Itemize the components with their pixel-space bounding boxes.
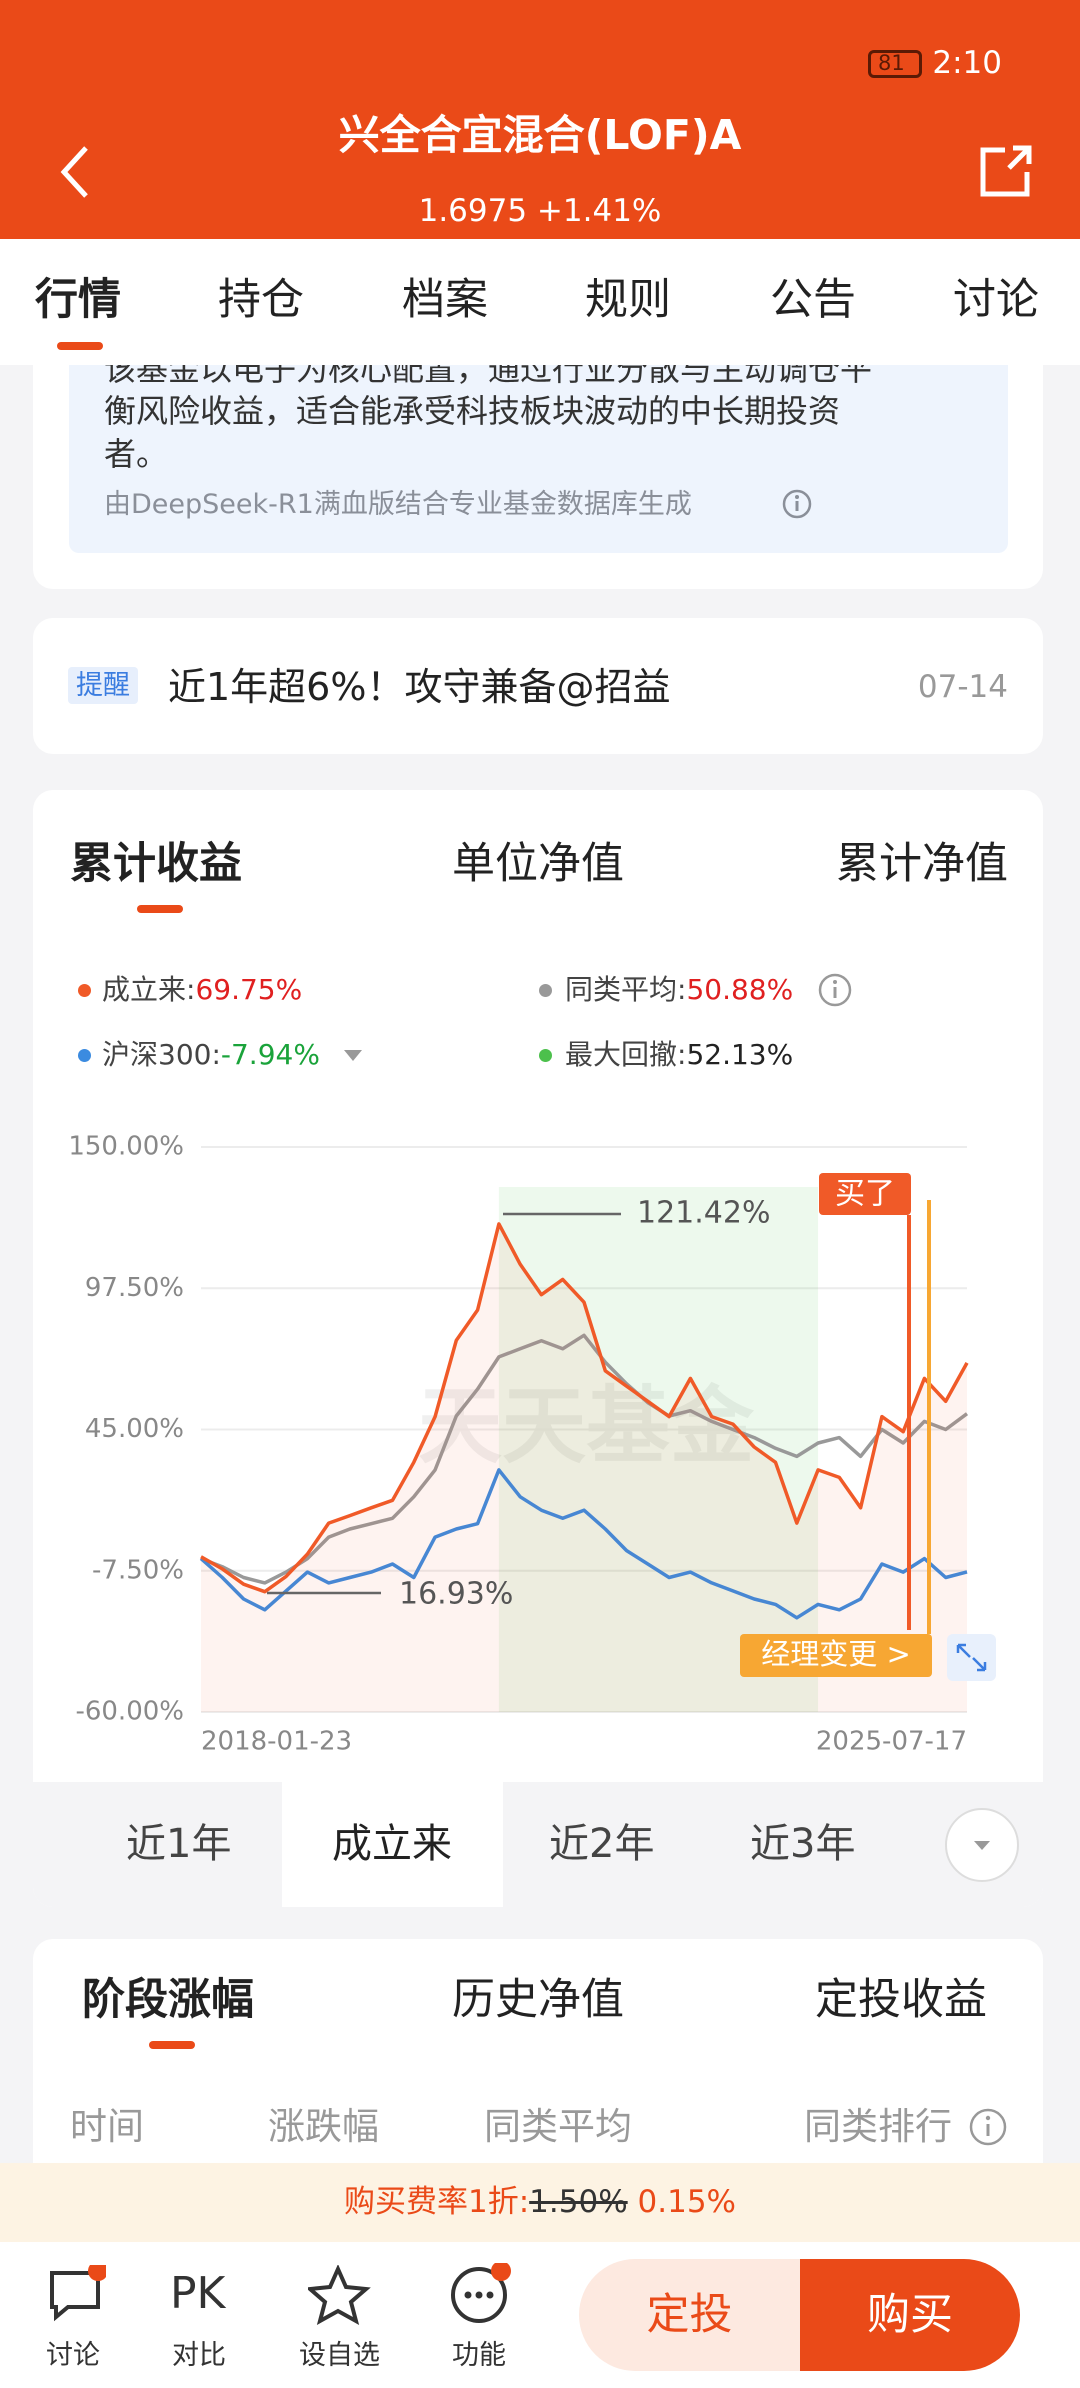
legend-dot — [539, 1049, 552, 1062]
chart-card — [33, 790, 1043, 1907]
nav-icon[interactable] — [46, 2265, 106, 2325]
stage-tab-underline — [149, 2041, 195, 2049]
legend-value: 50.88% — [686, 973, 794, 1006]
legend-label: 最大回撤:52.13% — [565, 1041, 793, 1069]
nav-icon[interactable] — [308, 2265, 372, 2325]
period-tab[interactable]: 成立来 — [332, 1821, 452, 1867]
legend-dot — [539, 984, 552, 997]
legend-text: 同类平均: — [565, 973, 687, 1006]
chart-tab[interactable]: 累计净值 — [836, 839, 1008, 889]
notice-date: 07-14 — [917, 669, 1008, 705]
stage-tab[interactable]: 定投收益 — [815, 1975, 987, 2025]
column-header: 同类排行 — [804, 2105, 952, 2148]
dropdown-arrow[interactable] — [344, 1050, 364, 1064]
tab-underline — [57, 342, 103, 350]
period-bar — [33, 1782, 1043, 1907]
legend-label: 沪深300:-7.94% — [102, 1041, 320, 1069]
summary-line: 者。 — [104, 435, 169, 473]
tab[interactable]: 持仓 — [218, 275, 304, 325]
nav-label[interactable]: 功能 — [452, 2340, 506, 2371]
fund-price: 1.6975 +1.41% — [418, 193, 662, 229]
legend-value: 69.75% — [195, 973, 303, 1006]
fee-discount: 0.15% — [637, 2184, 736, 2220]
summary-box — [69, 340, 1008, 553]
status-time: 2:10 — [932, 45, 1002, 81]
nav-icon-text[interactable]: PK — [170, 2268, 226, 2319]
tab[interactable]: 行情 — [35, 275, 121, 325]
notice-card[interactable] — [33, 618, 1043, 754]
legend-value: 52.13% — [686, 1038, 794, 1071]
fee-original: 1.50% — [529, 2184, 628, 2220]
legend-text: 最大回撤: — [565, 1038, 687, 1071]
tab[interactable]: 公告 — [770, 275, 856, 325]
battery-icon — [868, 50, 922, 78]
summary-source: 由DeepSeek-R1满血版结合专业基金数据库生成 — [104, 489, 692, 520]
sip-label[interactable]: 定投 — [646, 2290, 733, 2340]
tab[interactable]: 档案 — [402, 275, 488, 325]
summary-line: 衡风险收益，适合能承受科技板块波动的中长期投资 — [104, 392, 841, 430]
legend-text: 成立来: — [102, 973, 196, 1006]
nav-label[interactable]: 对比 — [172, 2340, 226, 2371]
tab[interactable]: 规则 — [585, 275, 671, 325]
period-tab[interactable]: 近3年 — [750, 1821, 856, 1867]
column-header: 同类平均 — [484, 2105, 632, 2148]
legend-value: -7.94% — [220, 1038, 320, 1071]
info-icon[interactable] — [781, 488, 813, 520]
period-tab[interactable]: 近1年 — [126, 1821, 232, 1867]
buy-label[interactable]: 购买 — [867, 2290, 953, 2340]
stage-tab[interactable]: 历史净值 — [452, 1975, 624, 2025]
chart-tab[interactable]: 单位净值 — [452, 839, 624, 889]
sip-button[interactable] — [579, 2259, 819, 2371]
stage-tab[interactable]: 阶段涨幅 — [82, 1975, 254, 2025]
notice-text: 近1年超6%！攻守兼备@招益 — [168, 665, 671, 709]
period-selected — [282, 1782, 503, 1907]
notice-tag: 提醒 — [68, 667, 138, 704]
info-icon[interactable] — [968, 2107, 1008, 2147]
info-icon[interactable] — [817, 972, 853, 1008]
legend-label: 成立来:69.75% — [102, 976, 302, 1004]
legend-dot — [78, 1049, 91, 1062]
legend-dot — [78, 984, 91, 997]
back-button[interactable] — [56, 142, 96, 202]
column-header: 时间 — [70, 2105, 144, 2148]
fee-label: 购买费率1折: — [344, 2184, 530, 2220]
chart-tab-underline — [137, 905, 183, 913]
tab-bar — [0, 239, 1080, 365]
header — [0, 0, 1080, 239]
column-header: 涨跌幅 — [268, 2105, 379, 2148]
nav-label[interactable]: 设自选 — [299, 2340, 380, 2371]
period-tab[interactable]: 近2年 — [549, 1821, 655, 1867]
fund-title: 兴全合宜混合(LOF)A — [338, 111, 742, 159]
buy-button[interactable] — [800, 2259, 1020, 2371]
battery-level: 81 — [878, 51, 905, 75]
chart-tab[interactable]: 累计收益 — [70, 839, 242, 889]
fee-banner — [0, 2163, 1080, 2242]
share-button[interactable] — [975, 142, 1035, 202]
period-more[interactable] — [942, 1805, 1022, 1885]
tab[interactable]: 讨论 — [953, 275, 1039, 325]
nav-label[interactable]: 讨论 — [46, 2340, 100, 2371]
legend-text: 沪深300: — [102, 1038, 221, 1071]
nav-icon[interactable] — [449, 2263, 513, 2327]
legend-label: 同类平均:50.88% — [565, 976, 793, 1004]
fee-text: 购买费率1折:1.50% 0.15% — [0, 2187, 1080, 2218]
